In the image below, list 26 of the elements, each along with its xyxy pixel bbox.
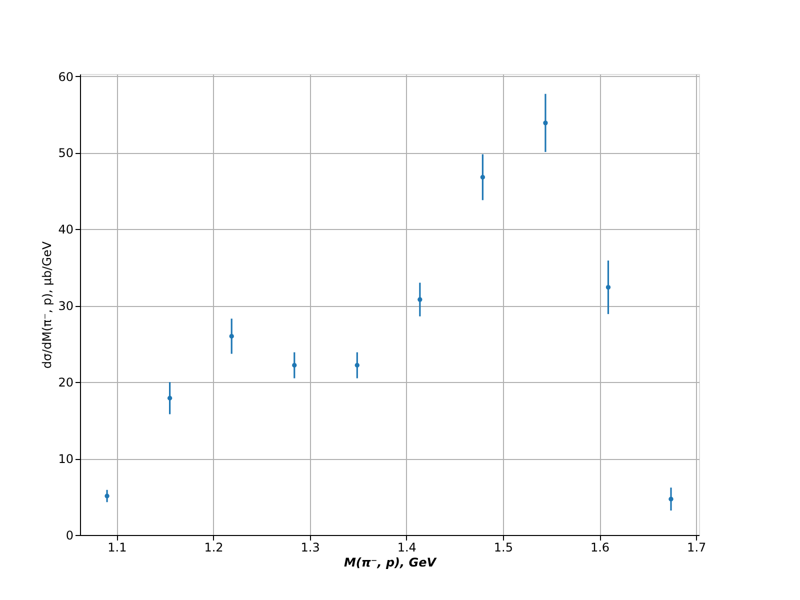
point <box>104 494 110 498</box>
x-tick-label: 1.6 <box>590 540 610 554</box>
x-tick-label: 1.5 <box>494 540 514 554</box>
point <box>418 297 422 302</box>
x-tick-label: 1.4 <box>397 540 416 554</box>
point <box>229 334 234 339</box>
y-axis-title: dσ/dM(π⁻, p), μb/GeV <box>40 240 54 369</box>
point <box>292 362 297 368</box>
point <box>354 362 360 368</box>
x-axis-title: M(π⁻, p), GeV <box>344 556 438 570</box>
y-tick-label: 20 <box>58 376 74 390</box>
x-tick-label: 1.2 <box>204 540 224 554</box>
x-tick-label: 1.7 <box>687 540 706 554</box>
x-tick-label: 1.3 <box>300 540 320 554</box>
y-tick-label: 0 <box>66 528 74 542</box>
x-tick-label: 1.1 <box>108 540 127 554</box>
y-tick-label: 10 <box>58 452 74 466</box>
point <box>668 496 674 502</box>
point <box>543 120 548 126</box>
point <box>167 396 172 400</box>
y-tick-label: 50 <box>58 146 74 160</box>
y-tick-label: 60 <box>58 70 74 84</box>
point <box>480 174 486 180</box>
y-tick-label: 40 <box>58 222 74 237</box>
y-tick-label: 30 <box>58 299 74 314</box>
point <box>606 284 611 290</box>
